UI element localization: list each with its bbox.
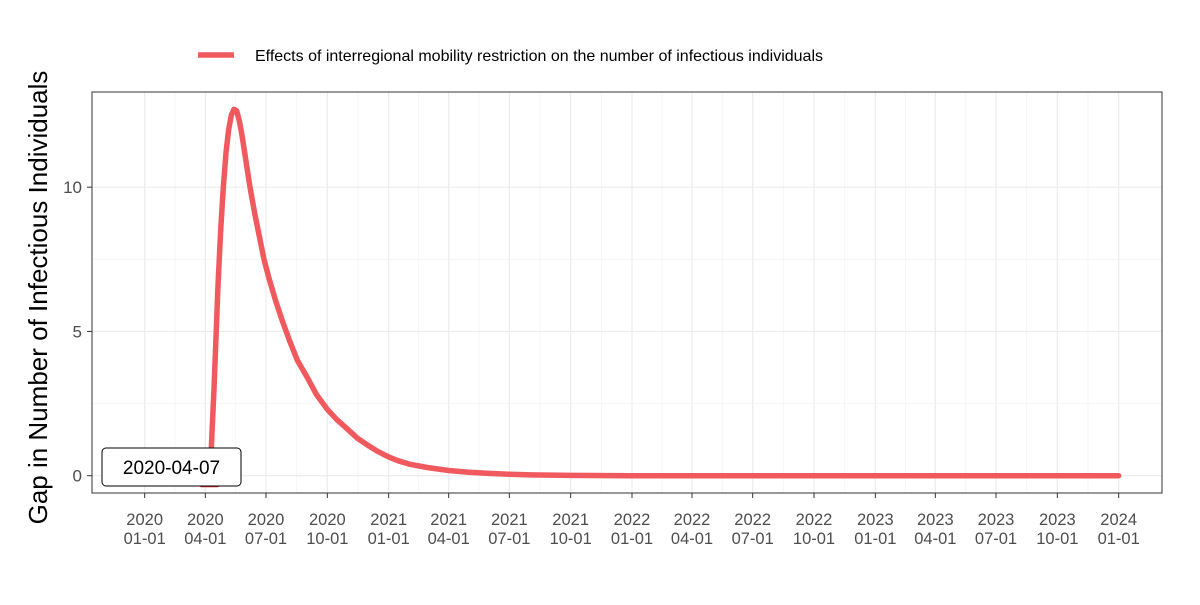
x-tick-label-date: 07-01 [245,530,287,548]
x-tick-label-year: 2020 [309,511,346,529]
x-tick-label-year: 2024 [1100,511,1137,529]
x-tick-label-date: 04-01 [671,530,713,548]
annotation: 2020-04-07 [101,447,242,488]
x-tick-label-year: 2023 [857,511,894,529]
x-tick-label-date: 04-01 [184,530,226,548]
x-tick-label-date: 01-01 [611,530,653,548]
x-tick-label-year: 2023 [978,511,1015,529]
plot-border [91,91,1163,494]
x-tick-label-year: 2021 [491,511,528,529]
series-layer [202,106,1122,486]
legend-label: Effects of interregional mobility restri… [255,48,823,65]
y-tick-label: 5 [73,322,82,341]
x-tick-label-date: 01-01 [854,530,896,548]
y-tick-label: 0 [73,467,82,486]
x-tick-label-date: 01-01 [124,530,166,548]
x-tick-label-year: 2022 [614,511,651,529]
grid [92,92,1162,493]
x-tick-label-year: 2023 [1039,511,1076,529]
x-tick-label-year: 2020 [126,511,163,529]
x-tick-label-year: 2020 [248,511,285,529]
x-tick-label-date: 04-01 [428,530,470,548]
x-tick-label-year: 2021 [430,511,467,529]
x-tick-label-date: 10-01 [793,530,835,548]
series-line [202,106,1122,486]
axes: 202001-01202004-01202007-01202010-012021… [63,178,1140,548]
x-tick-label-date: 07-01 [975,530,1017,548]
annotation-label: 2020-04-07 [123,458,220,479]
x-tick-label-date: 01-01 [1098,530,1140,548]
x-tick-label-date: 10-01 [1036,530,1078,548]
x-tick-label-date: 04-01 [914,530,956,548]
x-tick-label-date: 01-01 [368,530,410,548]
x-tick-label-year: 2022 [796,511,833,529]
x-tick-label-date: 10-01 [550,530,592,548]
y-tick-label: 10 [63,178,82,197]
x-tick-label-year: 2021 [552,511,589,529]
x-tick-label-date: 10-01 [306,530,348,548]
x-tick-label-date: 07-01 [732,530,774,548]
legend: Effects of interregional mobility restri… [198,48,823,65]
x-tick-label-year: 2022 [734,511,771,529]
x-tick-label-year: 2021 [370,511,407,529]
x-tick-label-date: 07-01 [488,530,530,548]
annotation-box [101,447,242,487]
x-tick-label-year: 2022 [674,511,711,529]
x-tick-label-year: 2020 [187,511,224,529]
x-tick-label-year: 2023 [917,511,954,529]
y-axis-label: Gap in Number of Infectious Individuals [23,71,53,525]
